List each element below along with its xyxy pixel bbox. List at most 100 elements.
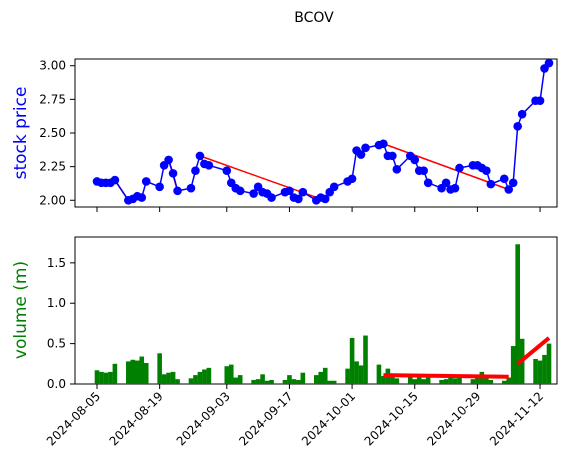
price-point [392, 165, 402, 174]
volume-bar [345, 368, 350, 384]
volume-bar [197, 371, 203, 384]
volume-bar [264, 380, 270, 384]
price-point [110, 175, 120, 185]
volume-bar [443, 379, 449, 384]
price-point [419, 166, 428, 175]
price-point [164, 155, 173, 165]
price-point [423, 178, 433, 188]
volume-bar [412, 379, 418, 384]
price-point [441, 178, 451, 188]
volume-bar [99, 371, 104, 384]
price-point [455, 163, 464, 173]
volume-bar [515, 244, 520, 384]
price-point [508, 178, 518, 188]
volume-bar [202, 369, 207, 384]
price-point [535, 96, 545, 106]
price-y-tick-label: 2.75 [39, 92, 66, 106]
price-point [499, 174, 509, 184]
price-point [347, 174, 357, 184]
volume-bar [260, 374, 265, 384]
volume-bar [376, 364, 382, 384]
price-point [379, 139, 388, 149]
volume-bar [407, 376, 413, 384]
volume-bar [287, 375, 292, 384]
volume-x-axis: 2024-08-05 2024-08-19 2024-09-03 2024-09-17… [44, 384, 546, 448]
volume-bar [331, 380, 337, 384]
price-y-tick-label: 2.00 [39, 193, 66, 207]
volume-bar [421, 379, 426, 384]
price-point [195, 151, 205, 161]
volume-bar [269, 379, 274, 384]
volume-bar [381, 375, 386, 384]
volume-bar [318, 371, 324, 384]
volume-bar [282, 379, 288, 384]
price-point [517, 109, 527, 119]
chart-title: BCOV [294, 10, 334, 26]
volume-bar [237, 375, 243, 384]
volume-bar [546, 343, 552, 384]
x-tick-label: 2024-09-17 [236, 389, 295, 448]
x-tick-label: 2024-10-01 [299, 389, 358, 448]
price-y-axis-label: stock price [11, 87, 31, 180]
price-point [513, 121, 522, 131]
price-y-tick-label: 2.25 [39, 160, 66, 174]
volume-bar [134, 360, 140, 384]
x-tick-label: 2024-09-03 [174, 389, 233, 448]
volume-bar [439, 379, 444, 384]
price-markers [92, 58, 554, 205]
volume-bar [510, 346, 516, 384]
price-x-axis [96, 207, 541, 212]
volume-y-tick-label: 1.0 [47, 296, 66, 310]
price-point [204, 160, 214, 170]
volume-bar [349, 337, 355, 384]
price-point [235, 186, 245, 196]
price-point [356, 150, 366, 159]
volume-bar [255, 379, 261, 384]
volume-trend-line [383, 373, 509, 379]
price-point [186, 183, 196, 193]
volume-bar [224, 366, 230, 384]
volume-bar [103, 372, 109, 384]
volume-bar [475, 377, 480, 384]
price-point [504, 185, 514, 194]
volume-bar [300, 372, 306, 384]
volume-bar [139, 356, 145, 384]
volume-y-axis: 0.0 0.5 1.0 1.5 [47, 256, 75, 391]
volume-bar [484, 375, 489, 384]
volume-bar [161, 374, 167, 384]
volume-bar [143, 363, 149, 384]
volume-bar [416, 377, 422, 384]
price-point [544, 58, 554, 68]
price-point [137, 193, 147, 202]
volume-bar [470, 379, 476, 384]
volume-bar [108, 371, 113, 384]
volume-bar [166, 372, 171, 384]
volume-bar [193, 375, 198, 384]
price-point [361, 143, 370, 153]
volume-bar [170, 371, 176, 384]
volume-bar [542, 354, 547, 384]
price-point [320, 194, 330, 204]
price-point [168, 169, 178, 178]
volume-bar [188, 378, 194, 384]
volume-bar [448, 376, 453, 384]
price-point [155, 182, 164, 192]
volume-y-tick-label: 0.5 [47, 337, 66, 351]
price-point [141, 177, 151, 186]
volume-bar [126, 361, 131, 384]
price-point [388, 151, 397, 161]
price-point [267, 193, 276, 202]
x-tick-label: 2024-10-15 [362, 389, 421, 448]
price-point [298, 187, 308, 197]
price-point [410, 155, 420, 165]
x-tick-label: 2024-11-12 [487, 389, 546, 448]
volume-bar [233, 377, 239, 384]
volume-bar [537, 360, 543, 384]
price-point [486, 179, 496, 189]
price-point [294, 194, 303, 204]
volume-y-tick-label: 1.5 [47, 256, 66, 270]
volume-bar [358, 365, 364, 384]
volume-bar [157, 353, 162, 384]
volume-bar [488, 379, 494, 384]
